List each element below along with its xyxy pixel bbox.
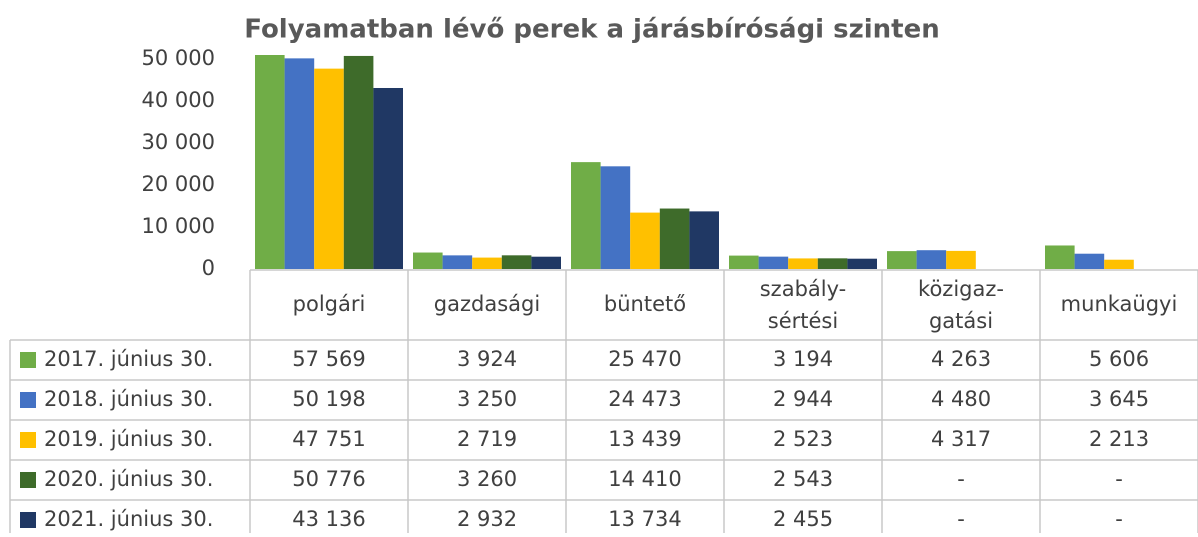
table-value: 14 410 — [608, 467, 681, 491]
bar — [689, 211, 719, 269]
table-value: 2 213 — [1089, 427, 1149, 451]
y-tick-label: 40 000 — [142, 88, 215, 112]
y-tick-label: 30 000 — [142, 130, 215, 154]
legend-label: 2017. június 30. — [44, 347, 213, 371]
table-value: 50 776 — [292, 467, 365, 491]
bar — [817, 258, 848, 269]
legend-swatch — [20, 392, 36, 408]
legend-label: 2019. június 30. — [44, 427, 213, 451]
y-tick-label: 10 000 — [142, 214, 215, 238]
table-value: 47 751 — [292, 427, 365, 451]
bar — [729, 255, 759, 269]
table-value: - — [957, 467, 965, 491]
y-tick-label: 50 000 — [142, 46, 215, 70]
table-value: - — [1115, 507, 1123, 531]
bar — [600, 166, 631, 269]
table-value: 2 455 — [773, 507, 833, 531]
category-label: gazdasági — [434, 292, 540, 316]
table-value: 3 645 — [1089, 387, 1149, 411]
table-value: 5 606 — [1089, 347, 1149, 371]
legend-swatch — [20, 472, 36, 488]
bar — [1104, 259, 1134, 269]
legend-label: 2020. június 30. — [44, 467, 213, 491]
bar — [501, 255, 532, 269]
table-value: 50 198 — [292, 387, 365, 411]
plot-area — [255, 55, 1134, 270]
bar — [442, 255, 473, 269]
category-label: szabály-sértési — [760, 277, 847, 333]
bar — [916, 250, 947, 269]
bar — [472, 257, 502, 269]
bar — [887, 251, 917, 269]
legend-swatch — [20, 432, 36, 448]
table-value: 25 470 — [608, 347, 681, 371]
bar — [946, 250, 976, 269]
table-value: 3 250 — [457, 387, 517, 411]
bar — [314, 68, 344, 269]
category-label: büntető — [604, 292, 686, 316]
table-value: - — [1115, 467, 1123, 491]
bar — [373, 87, 403, 270]
chart-title: Folyamatban lévő perek a járásbírósági s… — [244, 15, 940, 45]
legend-swatch — [20, 352, 36, 368]
bar — [659, 208, 690, 269]
bar — [1074, 253, 1105, 269]
bar — [413, 252, 443, 269]
table-value: 4 480 — [931, 387, 991, 411]
table-value: 24 473 — [608, 387, 681, 411]
table-value: 13 734 — [608, 507, 681, 531]
category-label: munkaügyi — [1061, 292, 1178, 316]
legend-label: 2021. június 30. — [44, 507, 213, 531]
table-value: 2 719 — [457, 427, 517, 451]
table-value: - — [957, 507, 965, 531]
table-value: 2 543 — [773, 467, 833, 491]
bar — [630, 212, 660, 269]
table-value: 4 263 — [931, 347, 991, 371]
table-value: 2 944 — [773, 387, 833, 411]
bar — [255, 55, 285, 270]
bar — [343, 55, 374, 269]
table-value: 2 932 — [457, 507, 517, 531]
table-value: 13 439 — [608, 427, 681, 451]
table-value: 3 924 — [457, 347, 517, 371]
bar — [758, 256, 789, 269]
table-value: 3 260 — [457, 467, 517, 491]
table-value: 57 569 — [292, 347, 365, 371]
bar — [571, 162, 601, 269]
table-value: 43 136 — [292, 507, 365, 531]
bar — [847, 258, 877, 269]
table-value: 2 523 — [773, 427, 833, 451]
table-value: 4 317 — [931, 427, 991, 451]
legend-label: 2018. június 30. — [44, 387, 213, 411]
category-label: polgári — [293, 292, 366, 316]
category-label: közigaz-gatási — [918, 277, 1004, 333]
y-tick-label: 20 000 — [142, 172, 215, 196]
bar — [788, 258, 818, 269]
bar — [1045, 245, 1075, 269]
legend-swatch — [20, 512, 36, 528]
bar — [531, 256, 561, 269]
table-value: 3 194 — [773, 347, 833, 371]
bar — [284, 58, 315, 270]
y-tick-label: 0 — [202, 256, 215, 280]
